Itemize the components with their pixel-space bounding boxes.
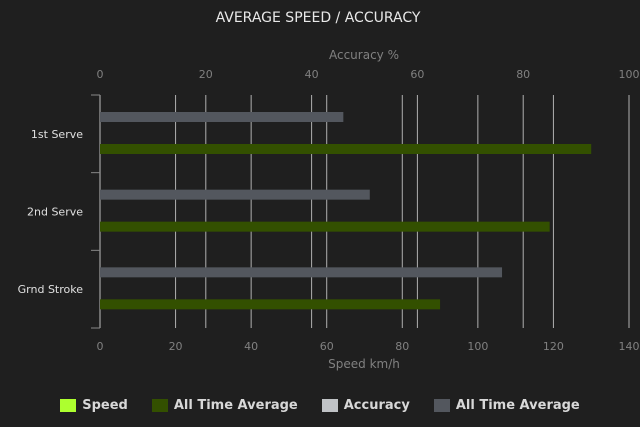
top-tick-label: 0 [97,68,104,81]
top-axis-label: Accuracy % [329,48,399,62]
legend-item[interactable]: Speed [60,398,128,413]
bottom-tick-label: 120 [543,340,564,353]
legend-swatch [433,399,450,412]
legend-swatch [151,399,168,412]
accuracy-average-bar [100,267,503,278]
category-label: 1st Serve [31,128,83,141]
top-tick-label: 20 [199,68,213,81]
speed-average-bar [100,221,550,232]
bottom-axis-label: Speed km/h [328,357,400,371]
category-label: 2nd Serve [27,206,83,219]
top-tick-label: 80 [516,68,530,81]
bottom-tick-label: 40 [244,340,258,353]
top-tick-label: 40 [305,68,319,81]
accuracy-average-bar [100,112,344,122]
top-tick-label: 60 [410,68,424,81]
legend-swatch [321,399,338,412]
top-tick-label: 100 [619,68,640,81]
speed-average-bar [100,299,441,310]
legend-item[interactable]: All Time Average [433,398,580,413]
bottom-tick-label: 60 [320,340,334,353]
legend-item[interactable]: Accuracy [321,398,410,413]
bottom-tick-label: 100 [467,340,488,353]
bottom-tick-label: 80 [395,340,409,353]
bottom-tick-label: 0 [97,340,104,353]
accuracy-average-bar [100,189,370,200]
legend-label: Speed [82,398,128,413]
legend-label: All Time Average [455,398,580,413]
legend-swatch [60,399,77,412]
legend-label: All Time Average [173,398,298,413]
chart-title: AVERAGE SPEED / ACCURACY [216,10,421,26]
speed-average-bar [100,144,592,154]
bottom-tick-label: 20 [169,340,183,353]
legend-item[interactable]: All Time Average [151,398,298,413]
legend-label: Accuracy [343,398,410,413]
legend: Speed All Time Average Accuracy All Time Av… [0,398,640,413]
bottom-tick-label: 140 [619,340,640,353]
category-label: Grnd Stroke [18,283,84,296]
